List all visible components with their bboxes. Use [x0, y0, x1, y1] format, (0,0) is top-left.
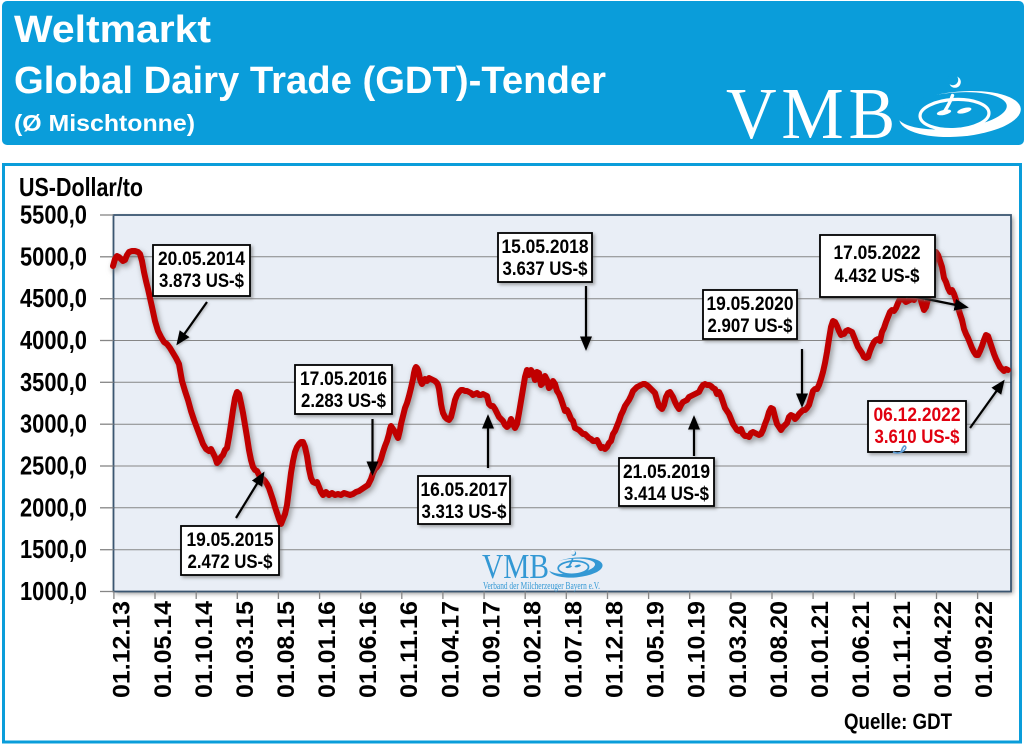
- svg-text:01.03.15: 01.03.15: [232, 601, 259, 698]
- svg-text:01.06.16: 01.06.16: [355, 601, 382, 698]
- svg-text:01.04.17: 01.04.17: [437, 601, 464, 698]
- svg-text:15.05.2018: 15.05.2018: [502, 237, 589, 258]
- svg-text:01.07.18: 01.07.18: [561, 601, 588, 698]
- svg-text:US-Dollar/to: US-Dollar/to: [19, 172, 143, 202]
- svg-text:01.10.19: 01.10.19: [684, 601, 711, 698]
- svg-text:4500,0: 4500,0: [20, 283, 87, 313]
- svg-text:(Ø Mischtonne): (Ø Mischtonne): [14, 110, 195, 136]
- svg-text:01.01.21: 01.01.21: [807, 601, 834, 698]
- svg-text:01.05.19: 01.05.19: [643, 601, 670, 698]
- svg-text:19.05.2015: 19.05.2015: [187, 530, 274, 551]
- svg-text:2.907 US-$: 2.907 US-$: [708, 316, 793, 337]
- svg-text:20.05.2014: 20.05.2014: [158, 249, 245, 270]
- svg-text:3.637 US-$: 3.637 US-$: [503, 259, 588, 280]
- svg-text:16.05.2017: 16.05.2017: [421, 480, 508, 501]
- svg-text:01.08.20: 01.08.20: [766, 601, 793, 698]
- svg-text:2500,0: 2500,0: [20, 451, 87, 481]
- svg-text:01.05.14: 01.05.14: [150, 600, 177, 698]
- svg-text:01.09.17: 01.09.17: [478, 601, 505, 698]
- svg-text:5000,0: 5000,0: [20, 241, 87, 271]
- svg-text:21.05.2019: 21.05.2019: [623, 462, 710, 483]
- svg-text:Weltmarkt: Weltmarkt: [14, 9, 211, 51]
- svg-text:3.610 US-$: 3.610 US-$: [875, 427, 960, 448]
- svg-text:2.472 US-$: 2.472 US-$: [188, 552, 273, 573]
- svg-text:17.05.2022: 17.05.2022: [834, 243, 921, 264]
- svg-text:01.11.16: 01.11.16: [396, 601, 423, 698]
- svg-text:01.01.16: 01.01.16: [314, 601, 341, 698]
- svg-text:1500,0: 1500,0: [20, 534, 87, 564]
- svg-text:06.12.2022: 06.12.2022: [874, 405, 961, 426]
- svg-text:19.05.2020: 19.05.2020: [707, 294, 794, 315]
- svg-text:3.873 US-$: 3.873 US-$: [159, 271, 244, 292]
- svg-text:VMB: VMB: [726, 73, 900, 154]
- svg-text:01.11.21: 01.11.21: [889, 601, 916, 698]
- svg-text:01.04.22: 01.04.22: [930, 601, 957, 698]
- svg-text:VMB: VMB: [482, 547, 549, 586]
- svg-text:3000,0: 3000,0: [20, 409, 87, 439]
- svg-text:01.12.13: 01.12.13: [109, 601, 136, 698]
- svg-text:3.414 US-$: 3.414 US-$: [624, 484, 709, 505]
- svg-text:01.02.18: 01.02.18: [519, 601, 546, 698]
- svg-text:2000,0: 2000,0: [20, 492, 87, 522]
- svg-text:01.10.14: 01.10.14: [191, 600, 218, 698]
- svg-text:01.03.20: 01.03.20: [725, 601, 752, 698]
- svg-text:01.09.22: 01.09.22: [971, 601, 998, 698]
- svg-text:5500,0: 5500,0: [20, 200, 87, 230]
- svg-text:01.12.18: 01.12.18: [602, 601, 629, 698]
- svg-text:17.05.2016: 17.05.2016: [300, 369, 387, 390]
- svg-text:3500,0: 3500,0: [20, 367, 87, 397]
- svg-text:2.283 US-$: 2.283 US-$: [301, 391, 386, 412]
- svg-text:01.06.21: 01.06.21: [848, 601, 875, 698]
- svg-text:4.432 US-$: 4.432 US-$: [835, 266, 920, 287]
- svg-text:1000,0: 1000,0: [20, 576, 87, 606]
- svg-text:Quelle: GDT: Quelle: GDT: [844, 709, 952, 734]
- svg-text:4000,0: 4000,0: [20, 325, 87, 355]
- svg-text:Global Dairy Trade (GDT)-Tende: Global Dairy Trade (GDT)-Tender: [14, 60, 606, 102]
- svg-text:3.313 US-$: 3.313 US-$: [422, 502, 507, 523]
- svg-text:Verband der Milcherzeuger Baye: Verband der Milcherzeuger Bayern e.V.: [483, 581, 600, 592]
- svg-text:01.08.15: 01.08.15: [273, 601, 300, 698]
